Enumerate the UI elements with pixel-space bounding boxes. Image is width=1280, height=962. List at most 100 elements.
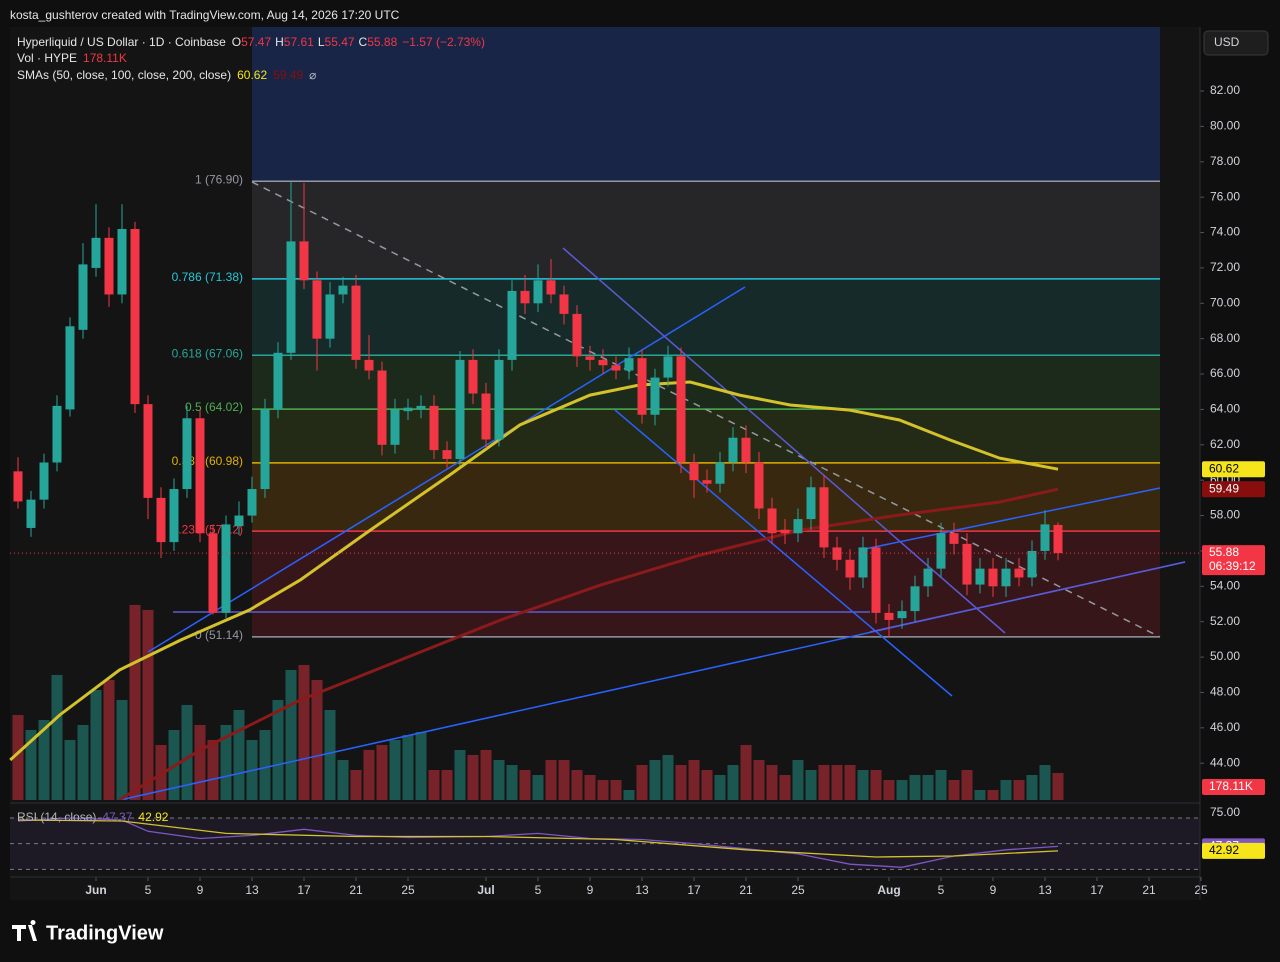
- currency-label: USD: [1214, 35, 1240, 49]
- trend-line: [869, 561, 1186, 633]
- volume-bar: [402, 734, 414, 800]
- x-tick-label: Jul: [477, 883, 494, 897]
- legend-symbol: Hyperliquid / US Dollar · 1D · Coinbase O…: [17, 35, 485, 49]
- currency-button[interactable]: [1203, 30, 1269, 56]
- price-tag-label: 60.62: [1209, 461, 1239, 475]
- candle-body: [455, 359, 465, 459]
- candle-body: [117, 229, 127, 295]
- candle-body: [130, 229, 140, 405]
- volume-bar: [324, 709, 336, 800]
- candle-body: [429, 405, 439, 451]
- brand-logo: [12, 920, 37, 941]
- volume-bar: [194, 724, 206, 800]
- volume-bar: [259, 729, 271, 800]
- volume-bar: [428, 769, 440, 800]
- candle-body: [832, 547, 842, 560]
- volume-bar: [441, 769, 453, 800]
- candle-body: [689, 462, 699, 481]
- fib-label: 0.5 (64.02): [185, 400, 243, 414]
- legend-item: −1.57 (−2.73%): [402, 35, 485, 49]
- candle-body: [1053, 524, 1063, 554]
- volume-bar: [467, 754, 479, 800]
- x-tick-label: 21: [1142, 883, 1156, 897]
- legend-item: 57.61: [284, 35, 314, 49]
- volume-bar: [64, 739, 76, 800]
- volume-bar: [584, 774, 596, 800]
- candle-body: [507, 290, 517, 360]
- candle-body: [650, 377, 660, 415]
- volume-bar: [25, 729, 37, 800]
- volume-bar: [909, 774, 921, 800]
- volume-bar: [181, 704, 193, 800]
- price-tag: [1202, 461, 1265, 478]
- volume-bar: [961, 769, 973, 800]
- candle-body: [208, 533, 218, 613]
- x-tick-label: Jun: [85, 883, 106, 897]
- y-tick-label: 58.00: [1210, 508, 1240, 522]
- fib-label: 1 (76.90): [195, 172, 243, 186]
- candle-body: [39, 462, 49, 500]
- legend-item: H: [275, 35, 284, 49]
- volume-bar: [116, 699, 128, 800]
- candle-body: [897, 611, 907, 619]
- price-pane: 1 (76.90) 0.786 (71.38) 0.618 (67.06) 0.5 (…: [9, 27, 1200, 800]
- volume-bar: [493, 759, 505, 800]
- volume-bar: [662, 754, 674, 800]
- legend-item: C: [359, 35, 368, 49]
- credit: kosta_gushterov created with TradingView…: [10, 8, 400, 22]
- candle-body: [598, 359, 608, 366]
- candle-body: [481, 393, 491, 440]
- candle-body: [780, 529, 790, 534]
- volume-bar: [337, 759, 349, 800]
- volume-bar: [272, 699, 284, 800]
- candle-body: [624, 358, 634, 371]
- brand-name: TradingView: [46, 922, 164, 944]
- volume-bar: [727, 764, 739, 800]
- candle-body: [819, 487, 829, 548]
- legend-item: 178.11K: [83, 51, 127, 65]
- legend-item: SMAs (50, close, 100, close, 200, close): [17, 68, 231, 82]
- volume-bar: [883, 779, 895, 800]
- y-tick-label: 74.00: [1210, 225, 1240, 239]
- volume-bar: [12, 714, 24, 800]
- volume-bar: [766, 764, 778, 800]
- candle-body: [65, 326, 75, 410]
- candle-body: [520, 290, 530, 304]
- volume-bar: [298, 664, 310, 800]
- y-tick-label: 70.00: [1210, 295, 1240, 309]
- legend-item: O: [232, 35, 241, 49]
- volume-bar: [1052, 773, 1064, 800]
- fib-top-band: [252, 27, 1160, 182]
- candle-body: [923, 568, 933, 587]
- volume-bar: [779, 774, 791, 800]
- candle-body: [234, 515, 244, 527]
- candle-body: [26, 499, 36, 528]
- volume-bar: [38, 719, 50, 800]
- legend-volume: Vol · HYPE 178.11K: [17, 51, 127, 65]
- candle-body: [1014, 568, 1024, 578]
- volume-bar: [532, 774, 544, 800]
- candle-body: [637, 358, 647, 415]
- volume-bar: [233, 709, 245, 800]
- candle-body: [338, 285, 348, 295]
- candle-body: [728, 437, 738, 463]
- trend-line: [614, 409, 953, 697]
- candle-body: [221, 524, 231, 613]
- candle-body: [13, 471, 23, 502]
- volume-bar: [571, 769, 583, 800]
- legend-item: ⌀: [309, 68, 316, 82]
- x-tick-label: 13: [635, 883, 649, 897]
- legend-item: 55.47: [325, 35, 355, 49]
- volume-bar: [51, 674, 63, 800]
- candle-body: [702, 480, 712, 484]
- volume-bar: [597, 779, 609, 800]
- x-tick-label: 21: [739, 883, 753, 897]
- volume-bar: [857, 769, 869, 800]
- fib-band: [252, 181, 1160, 279]
- candle-body: [767, 508, 777, 534]
- overlay: 44.0046.0048.0050.0052.0054.0056.0058.00…: [85, 83, 1265, 897]
- legend-item: 60.62: [237, 68, 267, 82]
- candle-body: [559, 294, 569, 314]
- candle-body: [949, 533, 959, 544]
